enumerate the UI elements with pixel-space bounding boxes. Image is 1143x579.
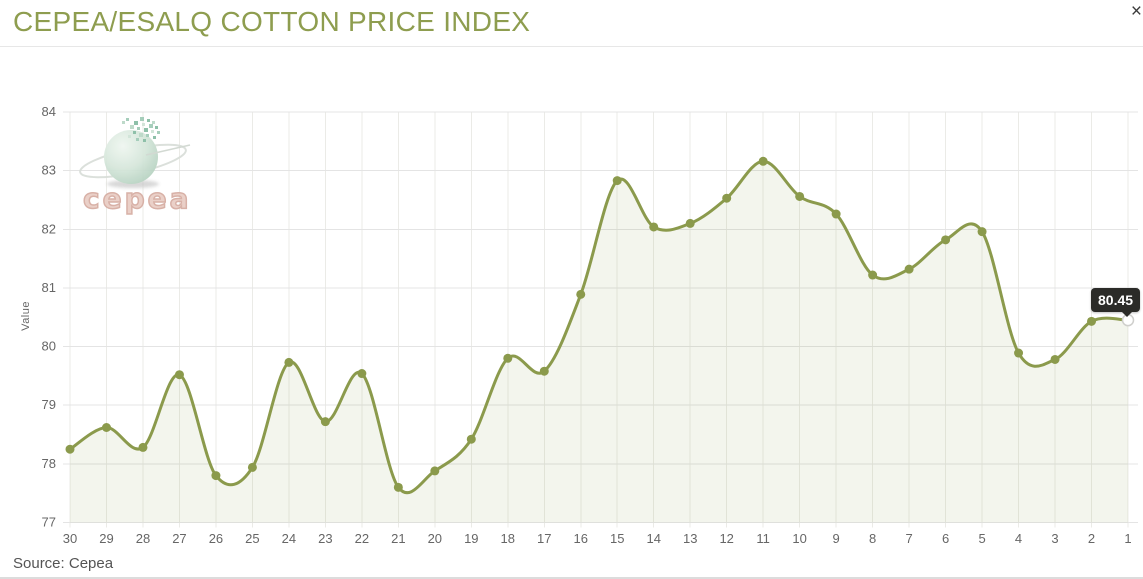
- x-tick-label: 21: [391, 531, 405, 546]
- data-point[interactable]: [174, 370, 184, 380]
- cepea-logo: cepea: [76, 111, 206, 217]
- tooltip-value: 80.45: [1098, 292, 1134, 308]
- y-tick-label: 78: [42, 456, 56, 471]
- data-point[interactable]: [722, 193, 732, 203]
- y-tick-label: 83: [42, 163, 56, 178]
- data-point[interactable]: [211, 471, 221, 481]
- data-point[interactable]: [393, 482, 403, 492]
- x-tick-label: 3: [1051, 531, 1058, 546]
- x-tick-label: 27: [172, 531, 186, 546]
- x-tick-label: 19: [464, 531, 478, 546]
- x-tick-label: 11: [756, 531, 770, 546]
- data-point[interactable]: [868, 270, 878, 280]
- data-point[interactable]: [941, 235, 951, 245]
- data-point[interactable]: [576, 289, 586, 299]
- x-tick-label: 22: [355, 531, 369, 546]
- y-tick-label: 80: [42, 339, 56, 354]
- x-tick-label: 10: [792, 531, 806, 546]
- data-point[interactable]: [612, 176, 622, 186]
- logo-swoosh-tip: [145, 144, 191, 156]
- data-point[interactable]: [1087, 316, 1097, 326]
- x-tick-label: 25: [245, 531, 259, 546]
- data-point[interactable]: [977, 227, 987, 237]
- data-point[interactable]: [357, 369, 367, 379]
- x-tick-label: 17: [537, 531, 551, 546]
- close-icon[interactable]: ×: [1127, 0, 1143, 23]
- y-tick-label: 79: [42, 397, 56, 412]
- area-fill: [70, 161, 1128, 523]
- data-point[interactable]: [503, 353, 513, 363]
- x-tick-label: 5: [978, 531, 985, 546]
- x-tick-label: 15: [610, 531, 624, 546]
- data-point[interactable]: [284, 357, 294, 367]
- data-point[interactable]: [1050, 354, 1060, 364]
- x-tick-label: 16: [574, 531, 588, 546]
- tooltip: 80.45: [1091, 288, 1141, 317]
- data-point[interactable]: [758, 156, 768, 166]
- x-tick-label: 7: [905, 531, 912, 546]
- y-tick-label: 84: [42, 104, 56, 119]
- logo-shadow: [107, 180, 159, 188]
- x-tick-label: 23: [318, 531, 332, 546]
- x-tick-label: 2: [1088, 531, 1095, 546]
- x-tick-label: 6: [942, 531, 949, 546]
- y-axis-title: Value: [20, 301, 32, 331]
- chart-header: CEPEA/ESALQ COTTON PRICE INDEX: [0, 0, 1143, 47]
- data-point[interactable]: [320, 417, 330, 427]
- x-tick-label: 30: [63, 531, 77, 546]
- data-point[interactable]: [539, 366, 549, 376]
- x-tick-label: 9: [833, 531, 840, 546]
- data-point[interactable]: [1014, 348, 1024, 358]
- data-point[interactable]: [65, 444, 75, 454]
- x-tick-label: 28: [136, 531, 150, 546]
- data-point[interactable]: [685, 218, 695, 228]
- x-tick-label: 20: [428, 531, 442, 546]
- data-point[interactable]: [795, 191, 805, 201]
- x-tick-label: 8: [869, 531, 876, 546]
- data-point[interactable]: [831, 209, 841, 219]
- data-point[interactable]: [904, 264, 914, 274]
- x-tick-label: 13: [683, 531, 697, 546]
- y-tick-label: 77: [42, 515, 56, 530]
- x-tick-label: 29: [99, 531, 113, 546]
- data-point[interactable]: [247, 462, 257, 472]
- cepea-logo-text: cepea: [82, 182, 192, 215]
- data-point[interactable]: [101, 422, 111, 432]
- x-tick-label: 14: [646, 531, 660, 546]
- x-tick-label: 12: [719, 531, 733, 546]
- y-tick-label: 82: [42, 221, 56, 236]
- data-point[interactable]: [466, 434, 476, 444]
- logo-pixel-cubes: [122, 117, 160, 142]
- data-point[interactable]: [138, 442, 148, 452]
- data-point[interactable]: [649, 222, 659, 232]
- source-caption: Source: Cepea: [13, 555, 114, 572]
- data-point[interactable]: [430, 466, 440, 476]
- x-tick-label: 18: [501, 531, 515, 546]
- x-tick-label: 26: [209, 531, 223, 546]
- logo-globe-icon: [104, 130, 158, 184]
- x-tick-label: 4: [1015, 531, 1022, 546]
- x-tick-label: 24: [282, 531, 296, 546]
- bottom-divider: [0, 577, 1143, 579]
- cepea-logo-graphic: [79, 117, 191, 188]
- page-title: CEPEA/ESALQ COTTON PRICE INDEX: [13, 6, 531, 37]
- x-tick-label: 1: [1124, 531, 1131, 546]
- y-tick-label: 81: [42, 280, 56, 295]
